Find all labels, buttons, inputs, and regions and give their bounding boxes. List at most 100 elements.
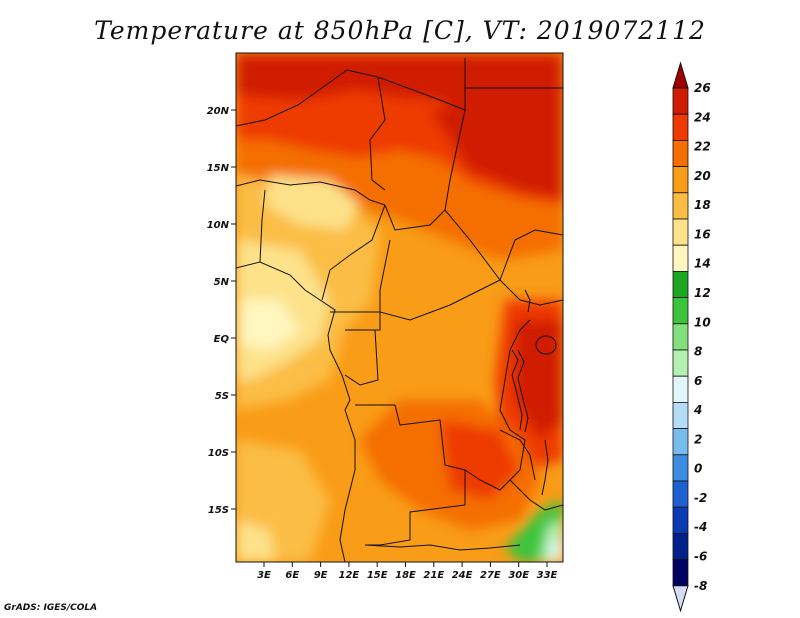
colorbar-segment: [672, 401, 689, 429]
colorbar-label: 20: [694, 169, 711, 183]
border-chad-sudan: [444, 109, 501, 281]
credit-label: GrADS: IGES/COLA: [4, 603, 98, 613]
border-benin-nigeria: [259, 189, 266, 263]
colorbar-label: 16: [694, 227, 711, 241]
field-26-north: [236, 53, 563, 160]
colorbar-label: 0: [694, 462, 702, 476]
lon-axis: 3E 6E 9E 12E 15E 18E 21E 24E 27E 30E 33E: [257, 562, 558, 581]
lake-tanganyika-east: [517, 349, 529, 433]
lon-tick-label: 18E: [395, 570, 416, 581]
lake-tanganyika-west: [511, 349, 523, 431]
lakes: [511, 289, 557, 496]
colorbar-label: 2: [694, 432, 702, 446]
field-16-southwest: [236, 520, 275, 562]
lon-tick-label: 21E: [423, 570, 444, 581]
border-uganda: [519, 299, 563, 306]
lat-tick-label: 20N: [207, 106, 230, 117]
border-chad-car: [384, 204, 446, 231]
colorbar-segment: [672, 323, 689, 351]
lat-axis: 20N 15N 10N 5N EQ 5S 10S 15S: [207, 106, 236, 516]
colorbar-label: -8: [694, 579, 707, 593]
colorbar-segment: [672, 139, 689, 167]
coastline-gulf: [236, 261, 336, 351]
coastline-gabon-congo: [329, 349, 351, 411]
border-south-sudan: [499, 229, 563, 281]
colorbar-segment: [672, 506, 689, 534]
colorbar-segment: [672, 166, 689, 194]
colorbar-segment: [672, 244, 689, 272]
colorbar-label: 4: [693, 403, 702, 417]
colorbar-label: 14: [694, 257, 711, 271]
colorbar-segment: [672, 270, 689, 298]
field-16-18-nigeria: [265, 175, 360, 230]
colorbar-label: 10: [694, 315, 711, 329]
colorbar-label: 12: [694, 286, 711, 300]
colorbar-segment: [672, 480, 689, 508]
lat-tick-label: EQ: [214, 334, 230, 345]
colorbar-label: -6: [694, 550, 707, 564]
border-chad-libya: [377, 58, 466, 111]
border-congo: [344, 329, 379, 386]
border-drc-east: [504, 319, 531, 381]
colorbar-segment: [672, 375, 689, 403]
colorbar-segment: [672, 559, 689, 587]
border-car-drc: [379, 279, 521, 321]
lon-tick-label: 3E: [257, 570, 271, 581]
border-cameroon-car: [379, 239, 391, 312]
border-angola-zambia: [365, 504, 466, 546]
colorbar-segment: [672, 349, 689, 377]
colorbar-segment: [672, 218, 689, 246]
border-malawi: [499, 429, 536, 481]
colorbar-segment: [672, 454, 689, 482]
lon-tick-label: 12E: [339, 570, 360, 581]
border-nigeria-north: [236, 179, 386, 206]
colorbar-label: 24: [694, 110, 711, 124]
colorbar-segment: [672, 192, 689, 220]
chart-title: Temperature at 850hPa [C], VT: 201907211…: [94, 16, 706, 45]
lat-tick-label: 10S: [208, 448, 229, 459]
colorbar-label: 22: [694, 140, 711, 154]
colorbar-segment: [672, 87, 689, 115]
colorbar-label: -2: [694, 491, 707, 505]
border-tanzania-zambia: [509, 479, 563, 511]
lat-tick-label: 5N: [214, 277, 230, 288]
country-borders: [236, 58, 563, 562]
lon-tick-label: 30E: [508, 570, 529, 581]
field-6-8-southeast: [548, 538, 563, 562]
lake-albert: [524, 289, 531, 313]
colorbar-segment: [672, 297, 689, 325]
lon-tick-label: 27E: [480, 570, 501, 581]
colorbar-bottom-arrow: [672, 585, 689, 613]
lat-tick-label: 10N: [207, 220, 230, 231]
lon-tick-label: 9E: [314, 570, 328, 581]
lon-tick-label: 15E: [367, 570, 388, 581]
map-frame: [235, 52, 564, 563]
colorbar-label: -4: [694, 520, 707, 534]
colorbar-label: 18: [694, 198, 711, 212]
field-26-east: [430, 95, 563, 200]
temperature-field: [236, 53, 563, 562]
colorbar-top-arrow: [672, 61, 689, 89]
border-zambia-drc: [464, 379, 526, 491]
colorbar-segment: [672, 533, 689, 561]
field-14-16-coast: [240, 300, 300, 350]
border-namibia-botswana: [364, 544, 521, 551]
colorbar-label: 6: [694, 374, 702, 388]
lat-tick-label: 15N: [207, 163, 230, 174]
lat-tick-label: 15S: [208, 505, 229, 516]
colorbar-label: 26: [694, 81, 711, 95]
border-gabon-eqguinea: [330, 311, 381, 331]
lon-tick-label: 24E: [452, 570, 473, 581]
field-24-south: [440, 420, 520, 500]
lake-victoria: [535, 335, 557, 355]
colorbar-segment: [672, 113, 689, 141]
lake-malawi: [541, 439, 549, 496]
lon-tick-label: 33E: [537, 570, 558, 581]
coastline-angola: [339, 409, 356, 562]
border-nigeria-cameroon: [321, 204, 386, 301]
lat-tick-label: 5S: [215, 391, 229, 402]
field-22-24-band: [236, 140, 563, 260]
colorbar-label: 8: [694, 345, 702, 359]
